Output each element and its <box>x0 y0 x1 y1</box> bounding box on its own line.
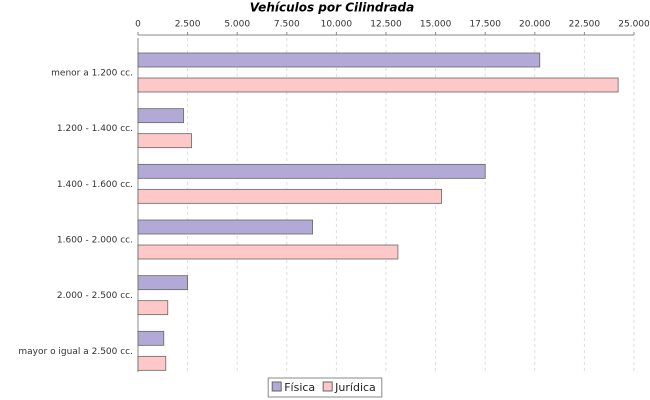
bar <box>137 300 169 316</box>
legend-swatch <box>271 381 282 392</box>
x-tick-label: 7.500 <box>274 20 300 30</box>
legend-label: Física <box>284 381 315 394</box>
bar <box>137 330 165 346</box>
x-tick-label: 20.000 <box>519 20 551 30</box>
bar <box>137 108 185 124</box>
x-tick-label: 0 <box>135 20 141 30</box>
x-tick-label: 25.000 <box>618 20 650 30</box>
x-tick-label: 5.000 <box>224 20 250 30</box>
y-tick-label: menor a 1.200 cc. <box>51 69 133 79</box>
x-tick-label: 15.000 <box>420 20 452 30</box>
bar <box>137 133 192 149</box>
bar <box>137 244 399 260</box>
y-tick-label: 1.200 - 1.400 cc. <box>57 124 133 134</box>
bar <box>137 188 442 204</box>
legend-swatch <box>322 381 333 392</box>
bar <box>137 355 167 371</box>
y-tick-label: 1.400 - 1.600 cc. <box>57 180 133 190</box>
y-tick-label: 2.000 - 2.500 cc. <box>57 291 133 301</box>
y-tick-label: 1.600 - 2.000 cc. <box>57 236 133 246</box>
y-tick-label: mayor o igual a 2.500 cc. <box>18 347 133 357</box>
chart-title: Vehículos por Cilindrada <box>250 1 414 15</box>
x-tick-label: 22.500 <box>569 20 601 30</box>
legend-label: Jurídica <box>334 381 376 394</box>
bar <box>137 275 188 291</box>
bar <box>137 77 619 93</box>
x-tick-label: 2.500 <box>175 20 201 30</box>
bar <box>137 52 541 68</box>
bar <box>137 219 313 235</box>
x-tick-label: 17.500 <box>469 20 501 30</box>
x-tick-label: 12.500 <box>370 20 402 30</box>
x-tick-label: 10.000 <box>321 20 353 30</box>
bar <box>137 163 486 179</box>
